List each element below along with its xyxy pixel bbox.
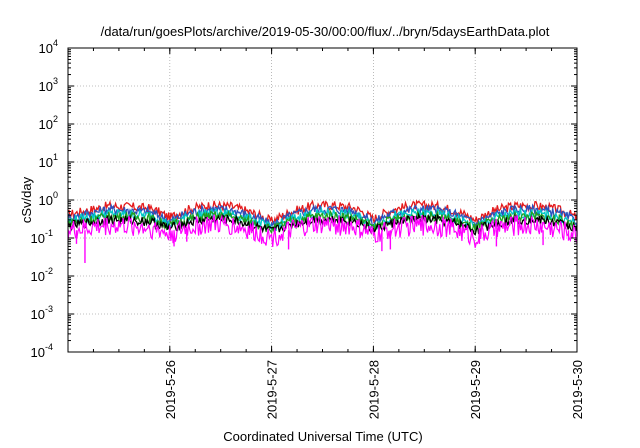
x-tick-label: 2019-5-30 <box>570 360 585 419</box>
y-tick-label: 10-1 <box>31 228 53 246</box>
y-tick-label: 102 <box>39 114 58 132</box>
y-tick-label: 10-4 <box>31 342 53 360</box>
y-tick-label: 104 <box>39 38 58 56</box>
series-line <box>67 214 578 248</box>
x-tick-label: 2019-5-29 <box>468 360 483 419</box>
y-tick-exponent: 0 <box>53 190 58 200</box>
y-tick-exponent: -3 <box>45 304 53 314</box>
y-tick-exponent: 2 <box>53 114 58 124</box>
y-tick-label: 10-2 <box>31 266 53 284</box>
x-tick-label: 2019-5-26 <box>163 360 178 419</box>
y-axis-label: cSv/day <box>19 176 34 223</box>
grid-lines <box>68 48 577 352</box>
series-lines <box>67 199 578 263</box>
chart-title: /data/run/goesPlots/archive/2019-05-30/0… <box>101 24 550 39</box>
y-tick-exponent: 4 <box>53 38 58 48</box>
series-line <box>67 209 578 235</box>
x-tick-label: 2019-5-27 <box>265 360 280 419</box>
y-tick-exponent: -4 <box>45 342 53 352</box>
y-tick-exponent: 1 <box>53 152 58 162</box>
x-tick-label: 2019-5-28 <box>366 360 381 419</box>
y-tick-exponent: -2 <box>45 266 53 276</box>
y-tick-exponent: -1 <box>45 228 53 238</box>
series-line <box>67 199 578 226</box>
y-tick-label: 100 <box>39 190 58 208</box>
y-tick-exponent: 3 <box>53 76 58 86</box>
x-axis: 2019-5-26 2019-5-27 2019-5-28 2019-5-29 2019… <box>67 48 585 419</box>
y-tick-label: 103 <box>39 76 58 94</box>
y-tick-label: 101 <box>39 152 58 170</box>
y-tick-label: 10-3 <box>31 304 53 322</box>
x-axis-label: Coordinated Universal Time (UTC) <box>223 429 422 444</box>
